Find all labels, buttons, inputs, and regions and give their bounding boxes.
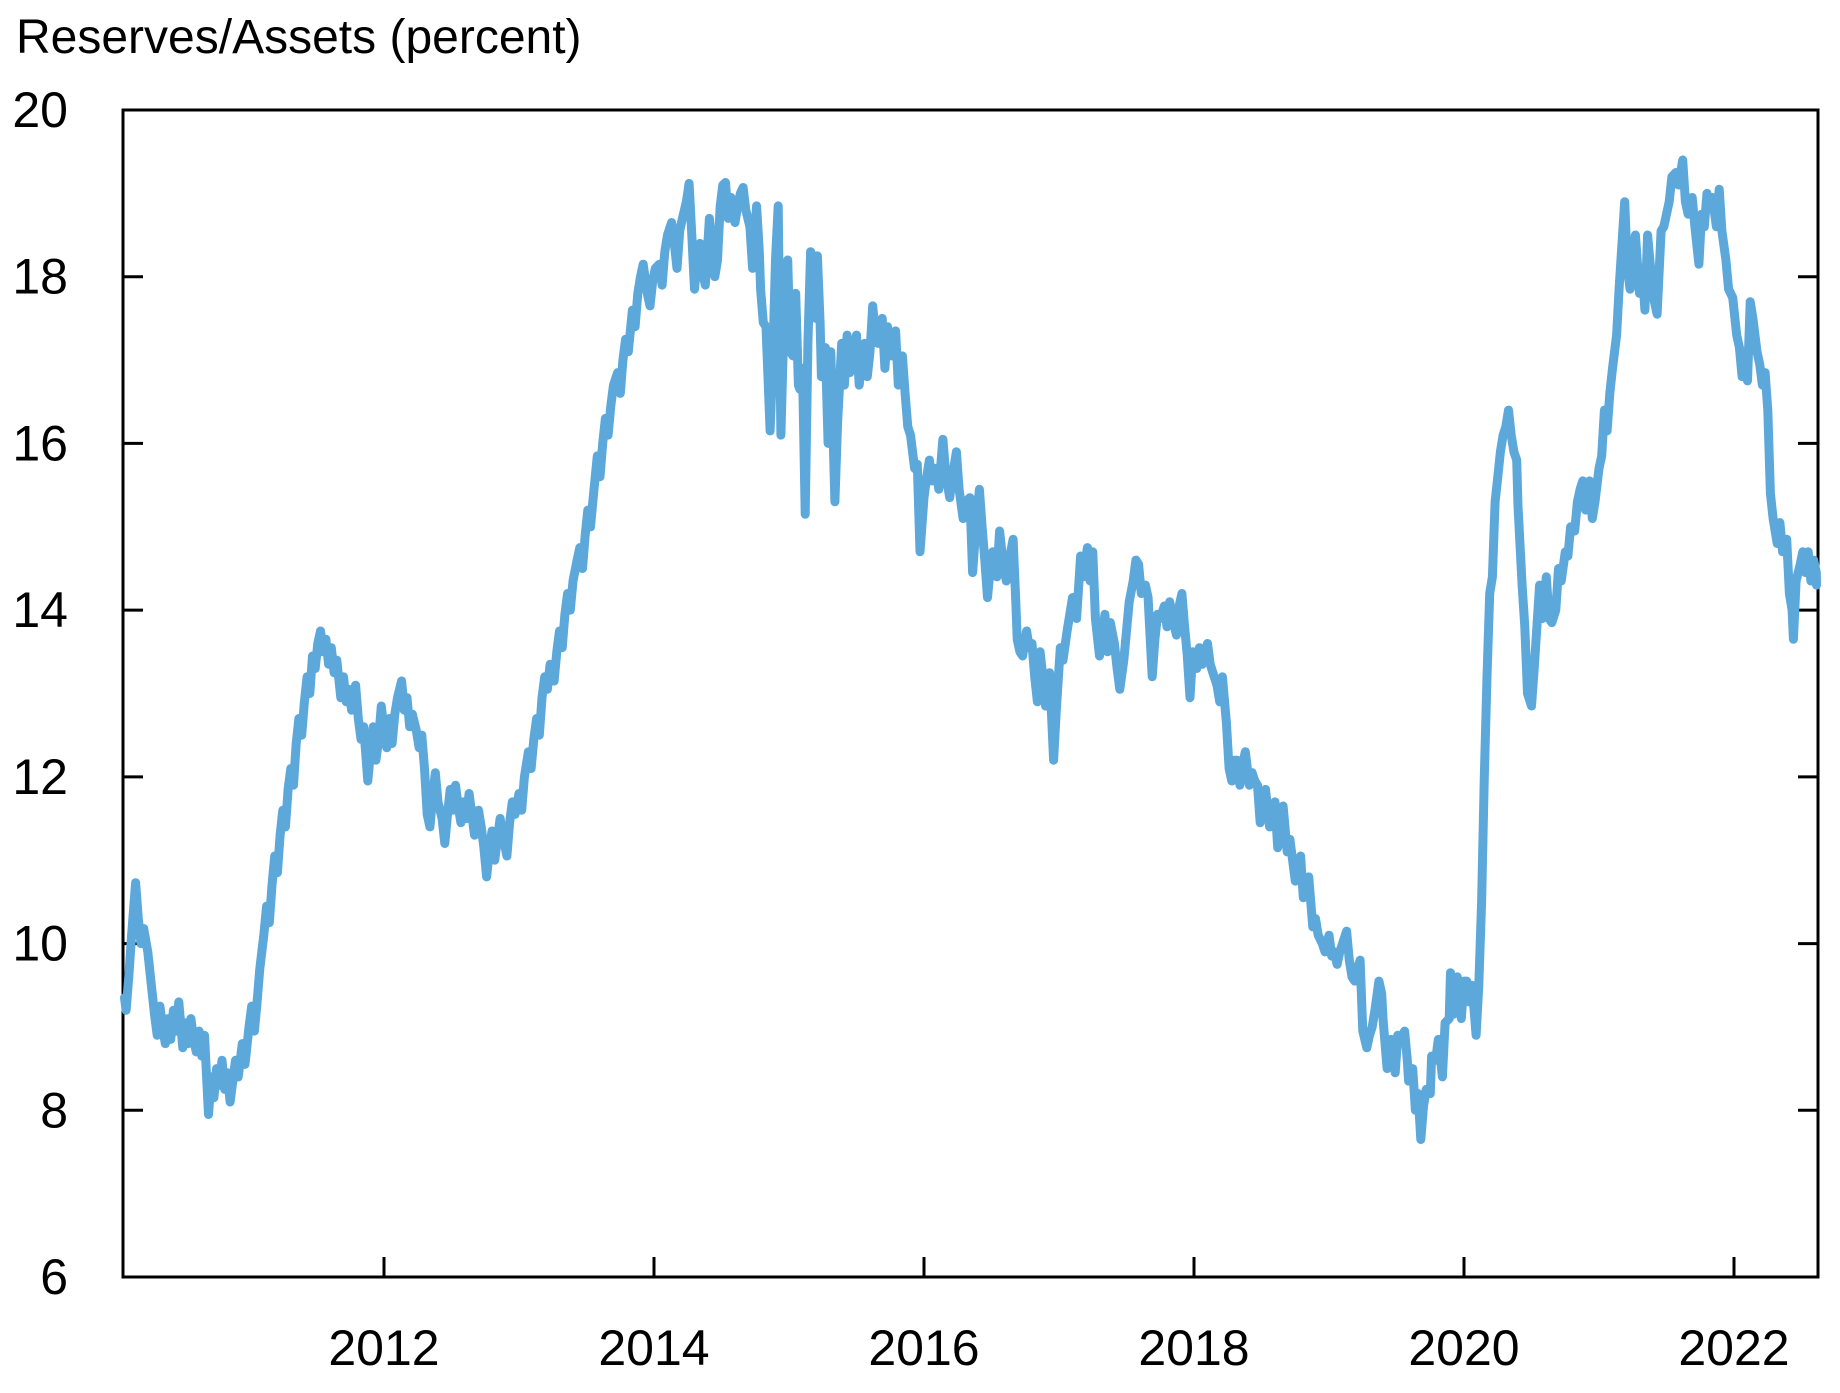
x-tick-label: 2012	[328, 1320, 439, 1376]
data-series	[120, 155, 1821, 1144]
y-tick-label: 8	[40, 1082, 68, 1138]
x-tick-label: 2018	[1138, 1320, 1249, 1376]
y-tick-label: 16	[12, 415, 68, 471]
x-tick-label: 2020	[1408, 1320, 1519, 1376]
axis-labels: 6 8 10 12 14 16 18 20 2012 2014 2016 2018 2020 2022	[12, 82, 1789, 1376]
y-tick-label: 6	[40, 1249, 68, 1305]
plot-frame	[121, 108, 1820, 1279]
y-tick-label: 20	[12, 82, 68, 138]
x-tick-label: 2022	[1678, 1320, 1789, 1376]
y-tick-label: 12	[12, 749, 68, 805]
x-tick-label: 2016	[868, 1320, 979, 1376]
x-tick-label: 2014	[598, 1320, 709, 1376]
data-series-line	[120, 155, 1821, 1144]
plot-border	[121, 108, 1820, 1279]
y-tick-label: 10	[12, 916, 68, 972]
y-tick-label: 14	[12, 582, 68, 638]
y-tick-label: 18	[12, 249, 68, 305]
axis-ticks	[123, 275, 1818, 1277]
chart-title: Reserves/Assets (percent)	[16, 11, 582, 64]
